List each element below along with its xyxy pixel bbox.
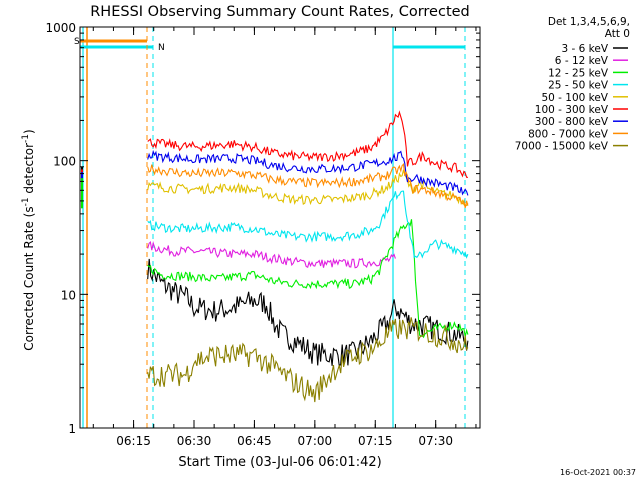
legend-label: 300 - 800 keV <box>535 116 609 128</box>
y-tick-label: 1 <box>68 422 76 436</box>
saa-marker-label: S <box>74 37 80 47</box>
series-line-3 <box>147 190 469 259</box>
y-tick-label: 10 <box>61 288 76 302</box>
plot-frame <box>79 26 481 429</box>
legend-label: 7000 - 15000 keV <box>515 141 609 153</box>
x-tick-label: 07:00 <box>298 434 333 448</box>
x-tick-label: 07:30 <box>418 434 453 448</box>
y-tick-label: 100 <box>53 155 76 169</box>
legend-label: 3 - 6 keV <box>561 43 608 55</box>
series-line-8 <box>147 317 469 403</box>
x-tick-label: 06:15 <box>116 434 151 448</box>
legend-header-line1: Det 1,3,4,5,6,9, <box>548 16 630 28</box>
series-line-4 <box>147 169 469 207</box>
x-axis-label: Start Time (03-Jul-06 06:01:42) <box>178 455 381 470</box>
x-tick-label: 06:30 <box>177 434 212 448</box>
legend-label: 12 - 25 keV <box>548 67 609 79</box>
series-line-2 <box>147 219 469 339</box>
legend-label: 25 - 50 keV <box>548 80 609 92</box>
footer-date: 16-Oct-2021 00:37 <box>560 468 636 477</box>
legend-header-line2: Att 0 <box>605 28 630 40</box>
series-line-5 <box>147 110 468 178</box>
legend-label: 800 - 7000 keV <box>528 128 609 140</box>
x-tick-label: 06:45 <box>237 434 272 448</box>
legend-label: 50 - 100 keV <box>541 92 608 104</box>
legend-label: 6 - 12 keV <box>555 55 609 67</box>
night-marker-label: N <box>158 43 165 53</box>
legend-label: 100 - 300 keV <box>535 104 609 116</box>
series-line-7 <box>147 163 469 209</box>
y-tick-label: 1000 <box>45 21 76 35</box>
series-line-6 <box>147 149 469 196</box>
series-line-1 <box>147 240 396 269</box>
chart-title: RHESSI Observing Summary Count Rates, Co… <box>90 4 470 20</box>
y-axis-label: Corrected Count Rate (s-1 detector-1) <box>21 129 36 350</box>
x-tick-label: 07:15 <box>358 434 393 448</box>
series-line-0 <box>147 258 469 368</box>
